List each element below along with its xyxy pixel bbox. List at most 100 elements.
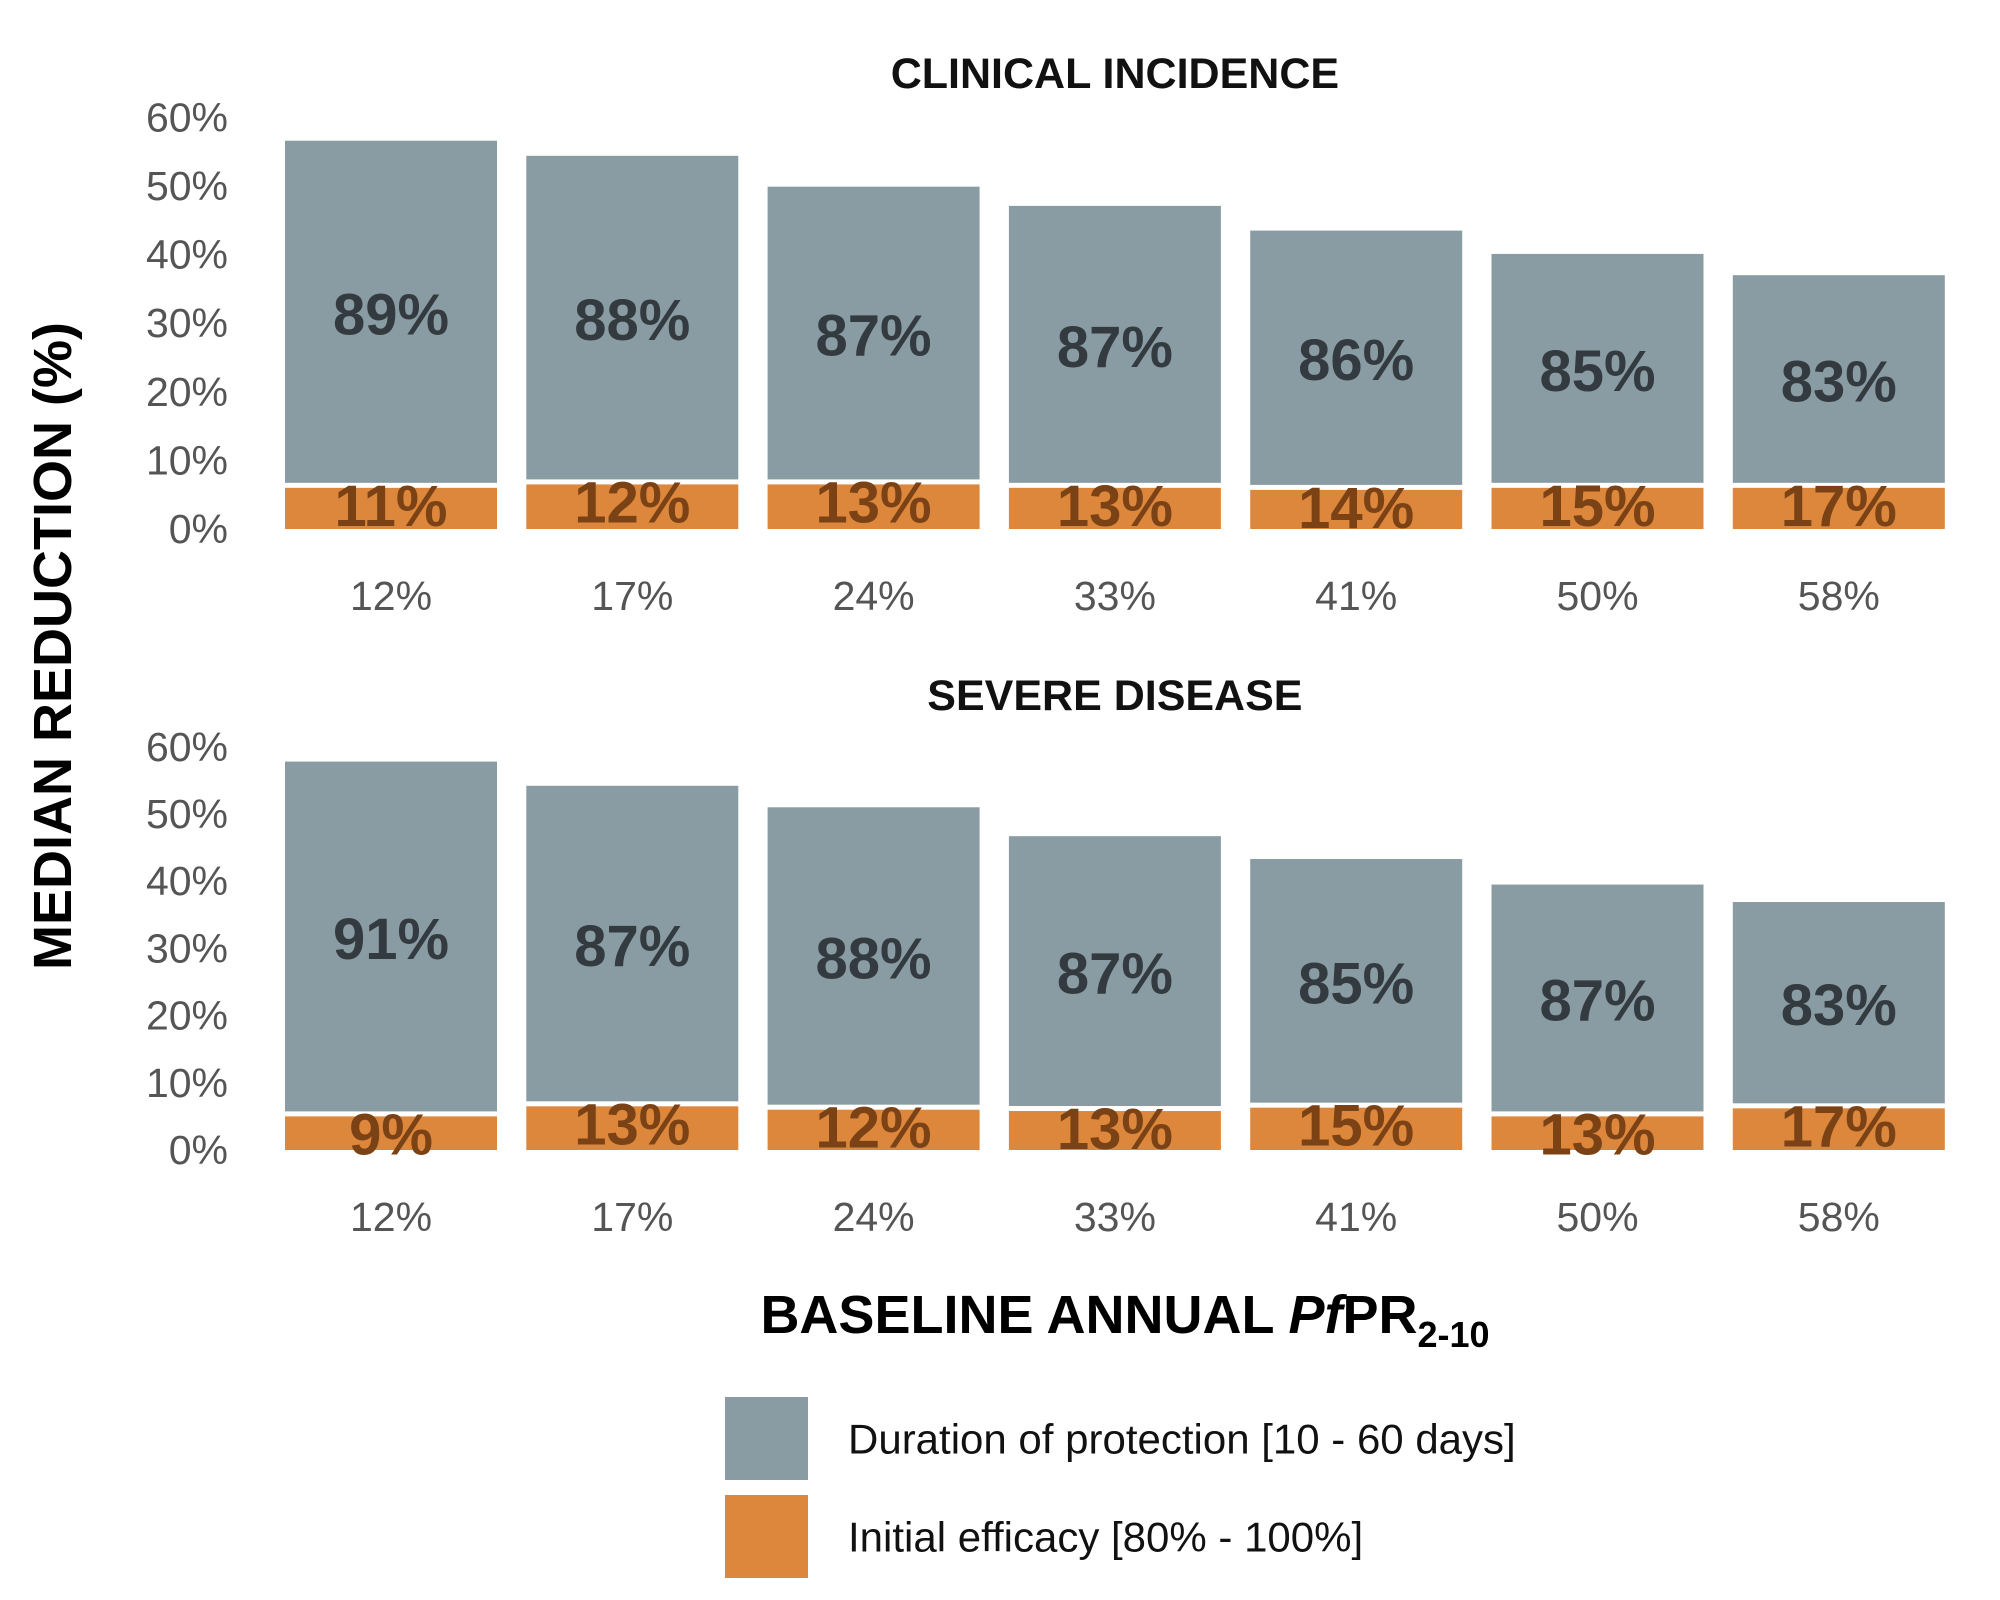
bar-label-duration: 83%	[1781, 350, 1897, 415]
bar-label-efficacy: 15%	[1539, 474, 1655, 539]
bar-duration	[767, 807, 980, 1105]
x-tick-label: 58%	[1798, 1194, 1880, 1240]
bar-efficacy	[526, 1106, 739, 1150]
bar-duration	[1732, 275, 1945, 483]
bar-efficacy	[1250, 489, 1463, 529]
bar-label-efficacy: 13%	[574, 1092, 690, 1157]
bar-efficacy	[1250, 1107, 1463, 1150]
bar-efficacy	[1008, 1111, 1221, 1150]
bar-duration	[526, 785, 739, 1102]
bar-label-efficacy: 13%	[816, 470, 932, 535]
x-tick-label: 17%	[591, 1194, 673, 1240]
x-tick-label: 33%	[1074, 1194, 1156, 1240]
bar-efficacy	[285, 1116, 497, 1150]
legend: Duration of protection [10 - 60 days] Ini…	[725, 1397, 1516, 1578]
bar-label-efficacy: 17%	[1781, 1094, 1897, 1159]
panel-2: SEVERE DISEASE 0% 10% 20% 30% 40% 50% 60% 91% 9% 1…	[146, 672, 1945, 1240]
y-tick-label: 30%	[146, 925, 228, 971]
y-tick-label: 20%	[146, 993, 228, 1039]
bar-efficacy	[526, 484, 739, 529]
bar-duration	[1250, 859, 1463, 1103]
bar-label-efficacy: 12%	[816, 1096, 932, 1161]
x-tick-label: 58%	[1798, 573, 1880, 619]
bar-efficacy	[1732, 487, 1945, 529]
panel-title: CLINICAL INCIDENCE	[891, 50, 1339, 98]
y-tick-label: 10%	[146, 437, 228, 483]
y-tick-label: 60%	[146, 724, 228, 770]
bar-label-duration: 88%	[574, 288, 690, 353]
x-tick-label: 12%	[350, 1194, 432, 1240]
bar-label-duration: 87%	[574, 914, 690, 979]
panel-title: SEVERE DISEASE	[927, 672, 1302, 720]
bar-label-efficacy: 9%	[349, 1102, 433, 1167]
bar-label-efficacy: 17%	[1781, 474, 1897, 539]
bar-label-duration: 89%	[333, 282, 449, 347]
bar-efficacy	[767, 1109, 980, 1150]
bar-duration	[285, 761, 497, 1112]
bar-label-duration: 91%	[333, 907, 449, 972]
bar-duration	[1250, 230, 1463, 485]
x-axis-title: BASELINE ANNUAL PfPR2-10	[760, 1285, 1489, 1355]
bar-label-efficacy: 14%	[1298, 476, 1414, 541]
x-tick-label: 24%	[833, 573, 915, 619]
bar-efficacy	[1008, 487, 1221, 529]
bar-label-efficacy: 11%	[335, 474, 448, 539]
x-tick-label: 17%	[591, 573, 673, 619]
bar-duration	[1008, 205, 1221, 483]
x-axis-title-prefix: BASELINE ANNUAL	[760, 1285, 1288, 1345]
bar-label-duration: 83%	[1781, 973, 1897, 1038]
y-tick-label: 10%	[146, 1060, 228, 1106]
bar-label-efficacy: 15%	[1298, 1094, 1414, 1159]
y-tick-label: 40%	[146, 232, 228, 278]
bar-label-efficacy: 13%	[1539, 1102, 1655, 1167]
bar-duration	[526, 155, 739, 480]
x-tick-label: 41%	[1315, 573, 1397, 619]
x-tick-label: 33%	[1074, 573, 1156, 619]
bar-duration	[1491, 884, 1704, 1112]
bar-label-duration: 87%	[1057, 942, 1173, 1007]
bar-label-duration: 88%	[816, 926, 932, 991]
bar-efficacy	[767, 484, 980, 529]
bar-label-efficacy: 13%	[1057, 474, 1173, 539]
y-tick-label: 20%	[146, 369, 228, 415]
y-tick-label: 0%	[169, 506, 228, 552]
bar-duration	[767, 186, 980, 480]
bar-duration	[285, 140, 497, 483]
bar-label-duration: 87%	[816, 304, 932, 369]
x-tick-label: 50%	[1556, 1194, 1638, 1240]
bar-efficacy	[285, 487, 497, 529]
legend-swatch	[725, 1495, 808, 1578]
y-tick-label: 0%	[169, 1127, 228, 1173]
bar-efficacy	[1491, 487, 1704, 529]
y-axis-title: MEDIAN REDUCTION (%)	[23, 322, 83, 970]
legend-swatch	[725, 1397, 808, 1480]
y-tick-label: 50%	[146, 163, 228, 209]
bar-label-duration: 86%	[1298, 328, 1414, 393]
bar-label-efficacy: 13%	[1057, 1097, 1173, 1162]
bar-duration	[1491, 253, 1704, 483]
y-tick-label: 40%	[146, 858, 228, 904]
bar-label-efficacy: 12%	[574, 470, 690, 535]
bar-label-duration: 85%	[1298, 951, 1414, 1016]
bar-label-duration: 87%	[1057, 315, 1173, 380]
x-axis-title-italic: Pf	[1288, 1285, 1347, 1345]
x-tick-label: 24%	[833, 1194, 915, 1240]
y-tick-label: 50%	[146, 791, 228, 837]
x-tick-label: 12%	[350, 573, 432, 619]
panels: CLINICAL INCIDENCE 0% 10% 20% 30% 40% 50% 60% 89…	[146, 50, 1945, 1240]
bar-label-duration: 87%	[1539, 968, 1655, 1033]
panel-1: CLINICAL INCIDENCE 0% 10% 20% 30% 40% 50% 60% 89…	[146, 50, 1945, 619]
bar-efficacy	[1491, 1116, 1704, 1150]
legend-label: Initial efficacy [80% - 100%]	[848, 1514, 1363, 1561]
x-axis-title-main: PR	[1342, 1285, 1417, 1345]
x-tick-label: 50%	[1556, 573, 1638, 619]
bar-duration	[1008, 836, 1221, 1107]
legend-label: Duration of protection [10 - 60 days]	[848, 1416, 1516, 1463]
bar-efficacy	[1732, 1108, 1945, 1150]
bar-duration	[1732, 902, 1945, 1104]
y-tick-label: 30%	[146, 300, 228, 346]
x-tick-label: 41%	[1315, 1194, 1397, 1240]
y-tick-label: 60%	[146, 94, 228, 140]
bar-label-duration: 85%	[1539, 339, 1655, 404]
